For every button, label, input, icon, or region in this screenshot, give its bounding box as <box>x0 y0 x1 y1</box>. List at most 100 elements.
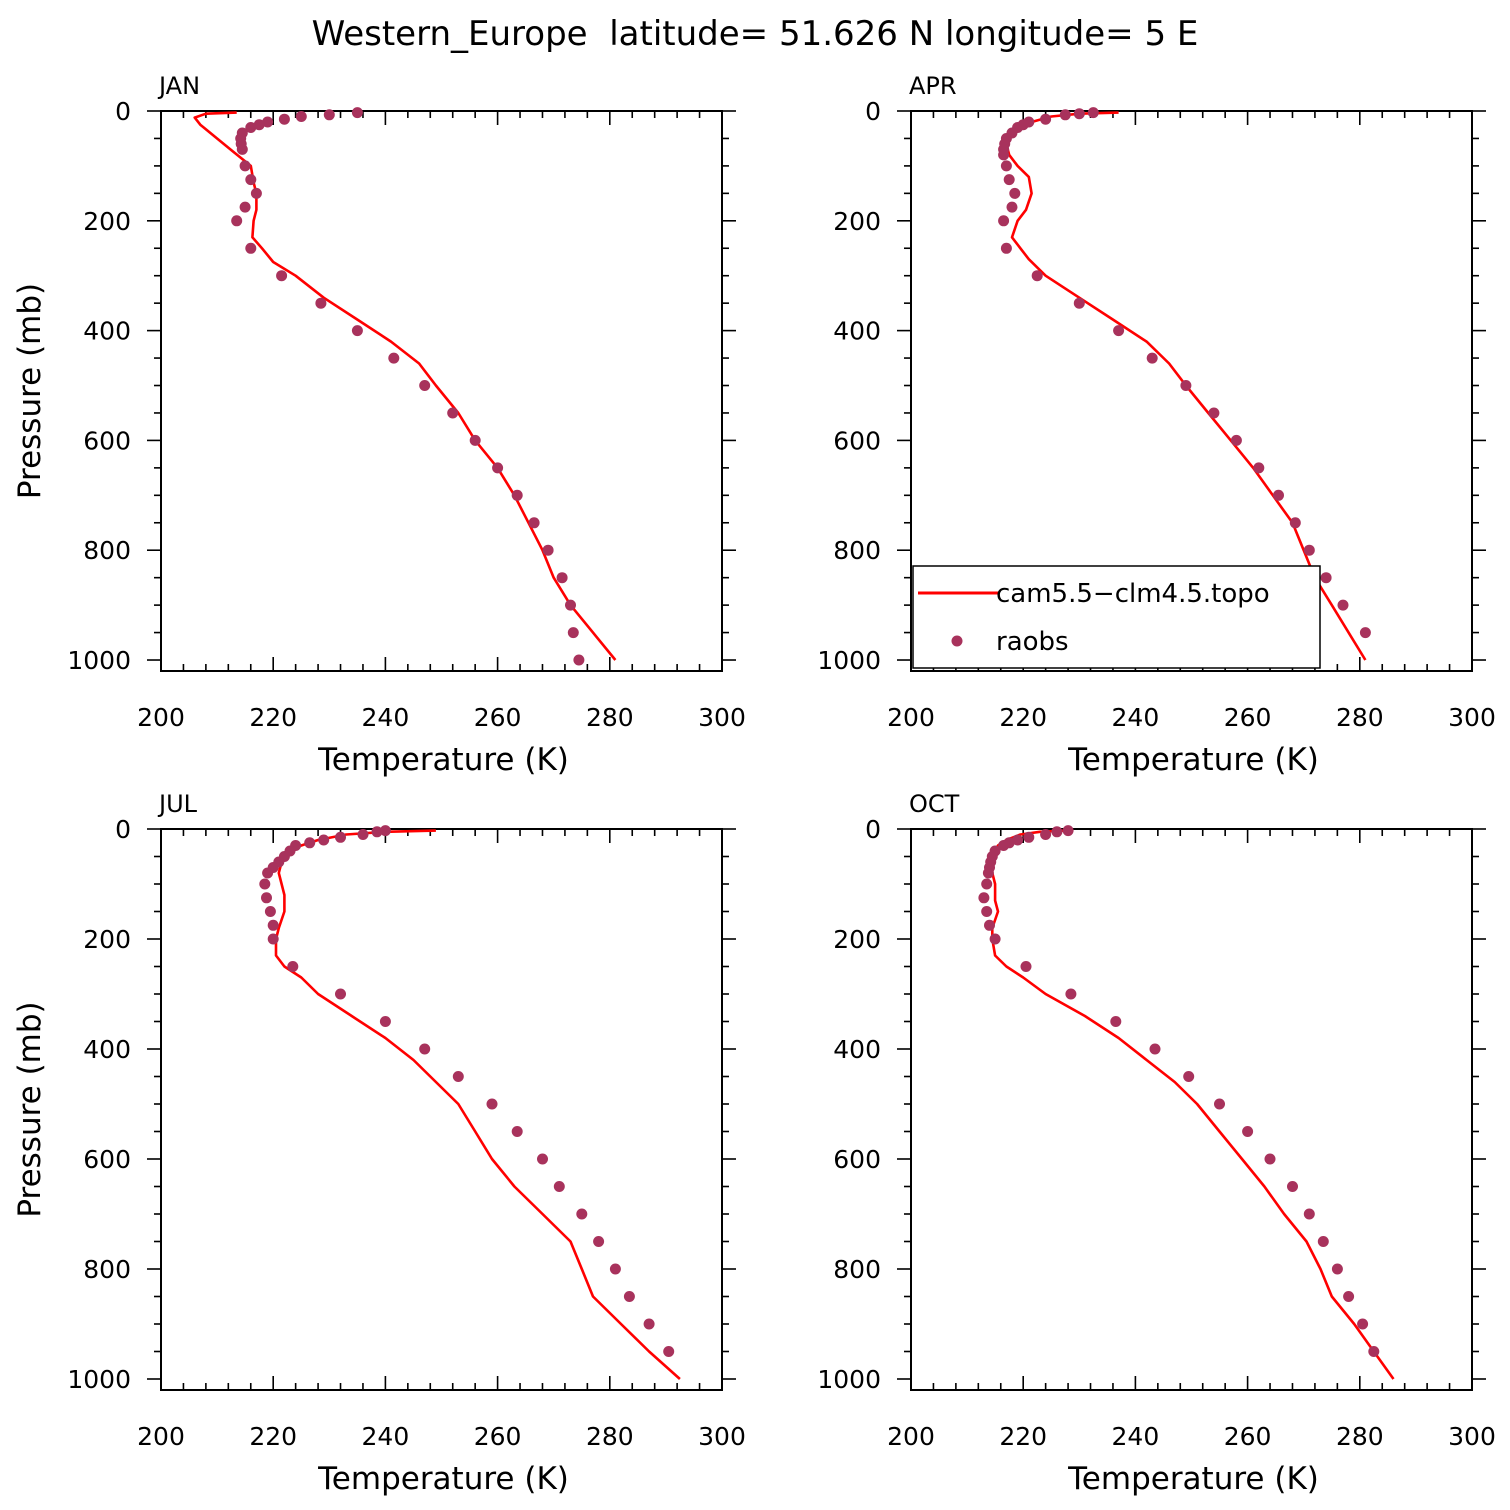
raobs-point <box>978 892 990 904</box>
raobs-point <box>245 122 257 133</box>
panel-label-oct: OCT <box>909 790 960 818</box>
raobs-point <box>593 1236 605 1247</box>
raobs-point <box>1230 434 1242 446</box>
raobs-point <box>287 961 299 972</box>
raobs-point <box>419 380 431 391</box>
x-tick-label: 260 <box>1224 1422 1272 1451</box>
raobs-point <box>245 242 257 254</box>
raobs-point <box>1253 462 1265 474</box>
y-tick-label: 400 <box>83 317 131 346</box>
raobs-point <box>511 1126 523 1137</box>
raobs-point <box>1149 1043 1161 1055</box>
raobs-point <box>323 109 335 121</box>
raobs-point <box>1343 1291 1355 1302</box>
raobs-point <box>1214 1098 1225 1110</box>
x-axis-title-apr: Temperature (K) <box>1067 742 1319 778</box>
model-line-oct <box>991 829 1395 1380</box>
y-tick-label: 200 <box>83 925 131 954</box>
raobs-point <box>1040 829 1052 840</box>
y-tick-label: 200 <box>833 925 881 954</box>
raobs-point <box>623 1291 635 1302</box>
y-tick-label: 800 <box>833 1255 881 1284</box>
raobs-point <box>1113 325 1125 337</box>
legend-obs-marker-swatch <box>951 635 963 647</box>
raobs-point <box>253 119 265 131</box>
y-tick-label: 400 <box>83 1035 131 1064</box>
raobs-point <box>239 160 251 172</box>
x-tick-label: 220 <box>249 703 297 732</box>
raobs-point <box>1110 1016 1122 1027</box>
y-tick-label: 0 <box>115 97 131 126</box>
raobs-point <box>351 325 363 337</box>
y-tick-label: 600 <box>833 1145 881 1174</box>
legend-box <box>912 565 1321 669</box>
raobs-point <box>1146 352 1158 364</box>
y-tick-label: 800 <box>83 536 131 565</box>
raobs-point <box>998 149 1010 161</box>
raobs-point <box>388 352 400 364</box>
x-tick-label: 240 <box>1112 703 1160 732</box>
raobs-point <box>1059 109 1071 121</box>
raobs-point <box>1065 988 1077 1000</box>
raobs-point <box>318 834 330 846</box>
raobs-point <box>379 825 391 837</box>
raobs-point <box>663 1346 675 1357</box>
x-tick-label: 200 <box>137 1422 185 1451</box>
panel-jul: JUL 200 220 240 260 280 300 0 200 400 600 800 1000 Te… <box>12 790 746 1497</box>
raobs-point <box>264 906 276 917</box>
x-tick-label: 220 <box>999 1422 1047 1451</box>
raobs-point <box>1000 242 1012 254</box>
raobs-point <box>267 919 279 931</box>
panel-label-apr: APR <box>909 72 957 100</box>
raobs-point <box>576 1208 588 1220</box>
y-tick-label: 1000 <box>817 1365 881 1394</box>
x-tick-label: 260 <box>474 703 522 732</box>
panels: JAN 200 220 240 260 280 300 0 200 400 600 800 1000 Te… <box>12 72 1496 1497</box>
y-tick-label: 600 <box>83 1145 131 1174</box>
y-tick-label: 200 <box>83 207 131 236</box>
raobs-point <box>1009 187 1021 199</box>
raobs-point <box>565 599 576 611</box>
y-tick-label: 0 <box>865 97 881 126</box>
raobs-point <box>981 906 993 917</box>
raobs-point <box>1062 825 1074 837</box>
x-tick-label: 240 <box>362 1422 410 1451</box>
x-axis-title-oct: Temperature (K) <box>1067 1461 1319 1497</box>
raobs-point <box>981 878 993 890</box>
raobs-point <box>1040 113 1052 125</box>
raobs-point <box>998 840 1010 851</box>
model-line-jul <box>274 829 681 1380</box>
raobs-point <box>1000 160 1012 172</box>
x-tick-label: 300 <box>698 1422 746 1451</box>
raobs-point <box>1303 544 1315 556</box>
model-line-jan <box>193 111 617 661</box>
raobs-point <box>276 270 288 282</box>
raobs-point <box>1073 108 1085 120</box>
x-tick-label: 260 <box>1224 703 1272 732</box>
x-tick-label: 220 <box>999 703 1047 732</box>
raobs-point <box>278 113 290 125</box>
raobs-point <box>262 116 274 128</box>
raobs-point <box>511 489 523 501</box>
raobs-point <box>1006 201 1018 213</box>
raobs-point <box>1208 407 1220 419</box>
raobs-point <box>528 517 540 529</box>
raobs-point <box>1331 1263 1343 1275</box>
plot-frame-jan <box>160 110 723 672</box>
x-tick-label: 300 <box>698 703 746 732</box>
raobs-point <box>492 462 504 474</box>
x-tick-label: 200 <box>887 703 935 732</box>
raobs-point <box>267 933 279 945</box>
y-axis-title-jan: Pressure (mb) <box>12 283 48 499</box>
y-tick-label: 200 <box>833 207 881 236</box>
raobs-point <box>643 1318 655 1330</box>
raobs-point <box>1287 1181 1298 1192</box>
raobs-point <box>231 215 243 227</box>
raobs-point <box>1337 599 1349 611</box>
legend-model-label: cam5.5−clm4.5.topo <box>996 579 1270 609</box>
raobs-point <box>304 837 316 849</box>
raobs-point <box>1320 572 1332 584</box>
raobs-point <box>371 826 383 838</box>
raobs-point <box>1368 1346 1380 1357</box>
raobs-point <box>295 111 307 122</box>
